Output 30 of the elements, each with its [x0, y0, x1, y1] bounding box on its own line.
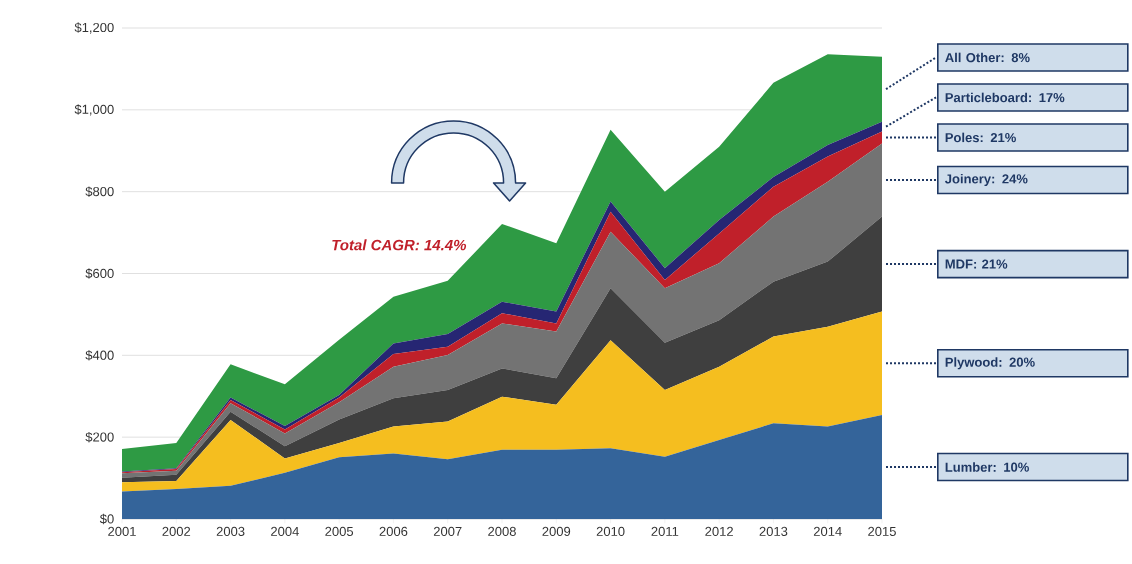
y-tick-label: $600	[85, 268, 114, 279]
text: Joinery: 24%	[945, 173, 1028, 187]
y-tick-label: $800	[85, 186, 114, 197]
x-tick-label: 2005	[325, 526, 354, 536]
x-tick-label: 2012	[705, 526, 733, 536]
y-tick-label: $1,000	[74, 104, 114, 116]
x-tick-label: 2015	[868, 526, 896, 536]
text: Poles: 21%	[945, 132, 1016, 143]
text: All Other: 8%	[945, 52, 1030, 63]
y-tick-label: $1,200	[74, 22, 114, 34]
x-tick-label: 2013	[759, 526, 788, 536]
x-tick-label: 2002	[162, 526, 191, 536]
y-tick-label: $200	[85, 431, 114, 443]
y-tick-label: $0	[99, 513, 114, 525]
x-tick-label: 2003	[216, 526, 245, 536]
text: MDF: 21%	[945, 259, 1008, 269]
x-tick-label: 2011	[651, 526, 679, 536]
text: Plywood: 20%	[945, 357, 1035, 370]
x-tick-label: 2014	[813, 526, 842, 536]
x-tick-label: 2009	[542, 526, 571, 536]
text: Lumber: 10%	[945, 462, 1029, 472]
x-tick-label: 2001	[108, 526, 136, 536]
annotation: Total CAGR: 14.4%	[332, 239, 467, 251]
text: Particleboard: 17%	[945, 92, 1065, 103]
x-tick-label: 2010	[596, 526, 625, 536]
x-tick-label: 2007	[433, 526, 462, 536]
y-tick-label: $400	[85, 350, 114, 361]
x-tick-label: 2004	[271, 526, 299, 536]
x-tick-label: 2006	[379, 526, 408, 536]
x-tick-label: 2008	[488, 526, 516, 536]
